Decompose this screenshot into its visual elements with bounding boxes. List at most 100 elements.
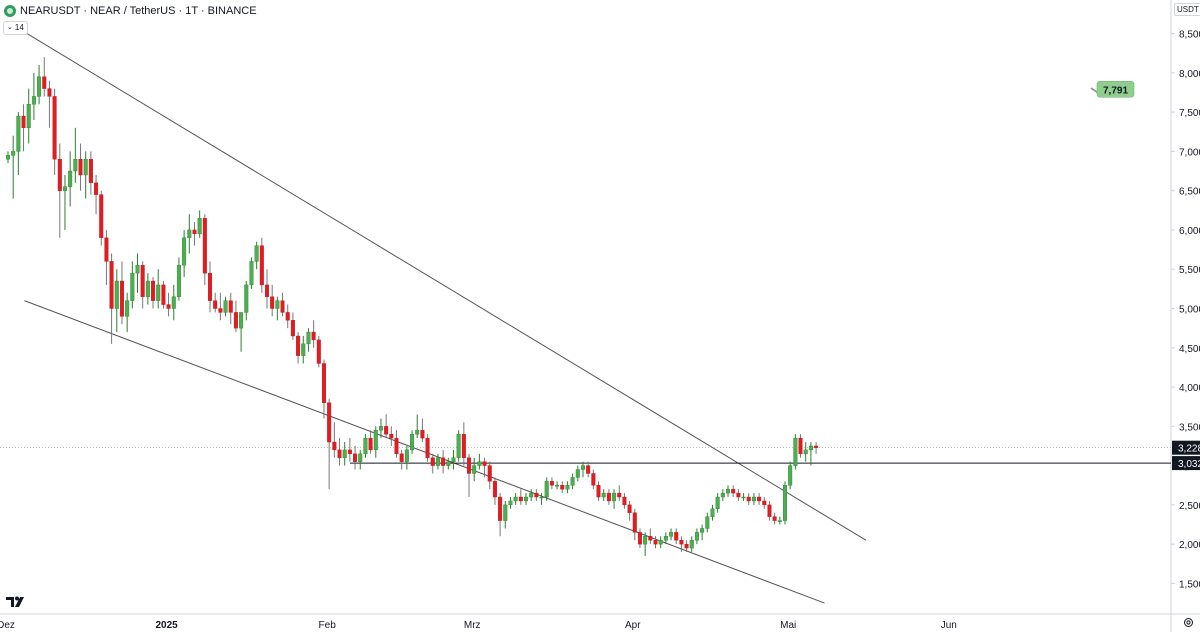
candle-down — [151, 280, 156, 301]
candle-up — [187, 229, 192, 239]
candle-up — [5, 155, 10, 160]
candle-down — [384, 426, 389, 435]
candle-up — [176, 265, 181, 297]
x-tick-label: Mrz — [464, 620, 481, 631]
indicator-chip-label: 14 — [14, 23, 24, 32]
level-price-tag — [1172, 456, 1200, 471]
candle-up — [275, 300, 280, 309]
candle-down — [99, 194, 104, 239]
currency-label[interactable]: USDT — [1174, 3, 1200, 16]
candle-down — [228, 300, 233, 313]
candle-up — [156, 284, 161, 301]
candle-up — [555, 485, 560, 487]
candle-down — [280, 300, 285, 313]
candle-up — [145, 280, 150, 297]
candle-down — [368, 437, 373, 451]
candle-down — [596, 485, 601, 498]
candle-up — [570, 477, 575, 486]
candle-up — [803, 449, 808, 455]
candle-up — [575, 469, 580, 478]
candle-down — [606, 492, 611, 502]
candle-up — [378, 426, 383, 431]
candle-up — [715, 496, 720, 510]
candle-down — [213, 300, 218, 309]
candle-down — [399, 453, 404, 462]
candle-up — [658, 540, 663, 545]
y-tick-label: 7,500 — [1179, 108, 1200, 119]
candle-down — [648, 536, 653, 541]
target-annotation[interactable]: 7,791 — [1090, 80, 1135, 98]
candle-down — [161, 284, 166, 305]
candle-up — [524, 496, 529, 502]
candle-down — [311, 331, 316, 341]
candle-up — [700, 528, 705, 533]
y-tick-label: 1,500 — [1179, 579, 1200, 590]
candle-down — [316, 339, 321, 364]
candle-down — [591, 473, 596, 486]
y-tick-label: 2,000 — [1179, 540, 1200, 551]
candle-down — [736, 492, 741, 498]
indicator-chip[interactable]: ⌄ 14 — [3, 21, 28, 35]
candle-up — [612, 492, 617, 502]
candle-down — [622, 496, 627, 506]
candle-down — [332, 441, 337, 451]
candle-down — [487, 465, 492, 482]
candle-down — [394, 437, 399, 455]
candle-down — [746, 496, 751, 502]
candle-down — [430, 457, 435, 466]
candle-down — [814, 445, 819, 448]
time-axis[interactable]: Dez 2025 Feb Mrz Apr Mai Jun — [0, 620, 957, 631]
candle-up — [710, 508, 715, 517]
candle-up — [415, 430, 420, 435]
candle-down — [109, 261, 114, 309]
price-levels[interactable] — [0, 447, 1171, 464]
candle-down — [296, 335, 301, 356]
x-tick-label: Feb — [319, 620, 337, 631]
tradingview-logo-icon[interactable] — [6, 596, 28, 612]
candle-up — [125, 300, 130, 317]
candle-down — [798, 437, 803, 455]
candle-up — [435, 457, 440, 466]
y-tick-label: 4,000 — [1179, 383, 1200, 394]
candle-down — [632, 512, 637, 533]
candle-down — [259, 245, 264, 286]
candle-down — [627, 504, 632, 513]
upper-trendline[interactable] — [13, 25, 867, 541]
candlestick-series — [5, 57, 819, 556]
candle-up — [16, 115, 21, 152]
candle-up — [741, 496, 746, 499]
candle-down — [674, 532, 679, 541]
candle-up — [694, 532, 699, 541]
candle-down — [78, 159, 83, 176]
target-label-box[interactable] — [1096, 80, 1135, 98]
candle-down — [21, 115, 26, 129]
candle-down — [270, 296, 275, 309]
level-price-tag-text: 3,032 — [1178, 459, 1200, 470]
candle-down — [637, 532, 642, 545]
candle-down — [119, 280, 124, 317]
candle-up — [26, 104, 31, 129]
candle-down — [617, 492, 622, 498]
candle-up — [508, 500, 513, 506]
lower-trendline[interactable] — [24, 300, 825, 604]
candle-down — [347, 449, 352, 455]
price-axis[interactable]: 1,5002,0002,5003,0003,5004,0004,5005,000… — [1171, 30, 1200, 591]
symbol-header[interactable]: NEARUSDT · NEAR / TetherUS · 1T · BINANC… — [4, 3, 257, 19]
candle-down — [762, 500, 767, 506]
gear-icon[interactable] — [1183, 615, 1194, 627]
chevron-down-icon: ⌄ — [7, 24, 13, 31]
candle-down — [233, 312, 238, 329]
candle-down — [104, 237, 109, 262]
y-tick-label: 6,000 — [1179, 226, 1200, 237]
candle-down — [389, 433, 394, 439]
candle-up — [456, 433, 461, 458]
candle-down — [425, 437, 430, 458]
candle-down — [42, 76, 47, 89]
trendlines[interactable] — [13, 25, 867, 604]
candle-down — [57, 159, 62, 191]
candle-up — [446, 461, 451, 466]
candle-up — [306, 331, 311, 345]
target-label-text: 7,791 — [1103, 85, 1128, 96]
